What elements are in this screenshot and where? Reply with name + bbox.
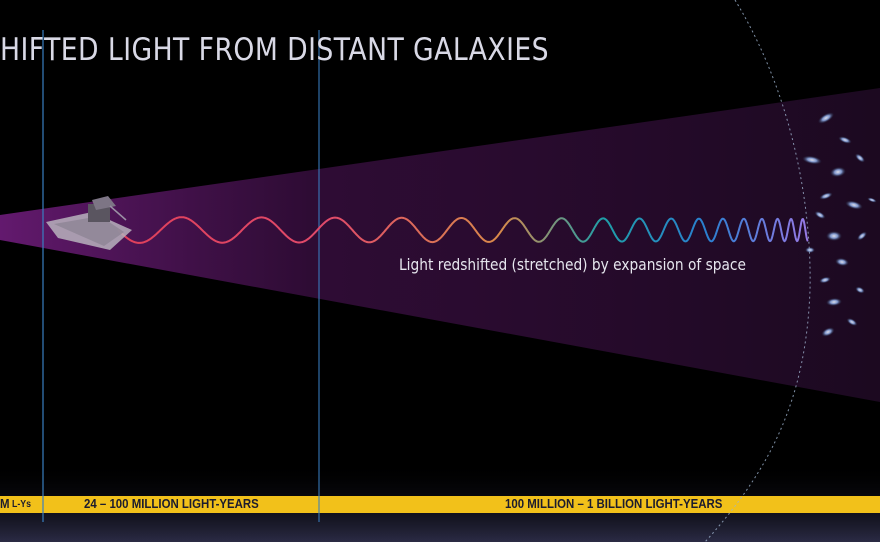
galaxy [817,112,835,124]
galaxy [821,327,835,337]
page-title: HIFTED LIGHT FROM DISTANT GALAXIES [0,32,550,68]
light-cone-beam [0,88,880,402]
galaxy [819,192,833,200]
galaxy [802,155,822,165]
observable-boundary-arc [704,0,811,542]
galaxy [814,211,826,219]
galaxy [857,231,867,241]
distance-band [0,496,880,513]
telescope-icon [46,196,132,250]
galaxy [846,318,858,326]
galaxy [826,231,842,241]
galaxy [835,257,849,267]
distance-band-label-near: M [0,496,10,511]
galaxy [855,286,865,294]
distance-band-label-far: 100 MILLION – 1 BILLION LIGHT-YEARS [505,496,723,511]
galaxy [805,247,815,253]
galaxy [855,153,865,163]
galaxy [845,200,863,210]
galaxy [838,136,852,144]
galaxy [826,297,842,307]
galaxy-cluster-icon [802,112,877,337]
redshifted-light-wave [117,216,809,244]
distance-band-label-near-unit: L-Ys [12,499,32,510]
wave-caption: Light redshifted (stretched) by expansio… [399,255,746,274]
distance-band-label-mid: 24 – 100 MILLION LIGHT-YEARS [84,496,259,511]
galaxy [819,276,831,284]
galaxy [867,197,877,203]
galaxy [830,166,846,178]
